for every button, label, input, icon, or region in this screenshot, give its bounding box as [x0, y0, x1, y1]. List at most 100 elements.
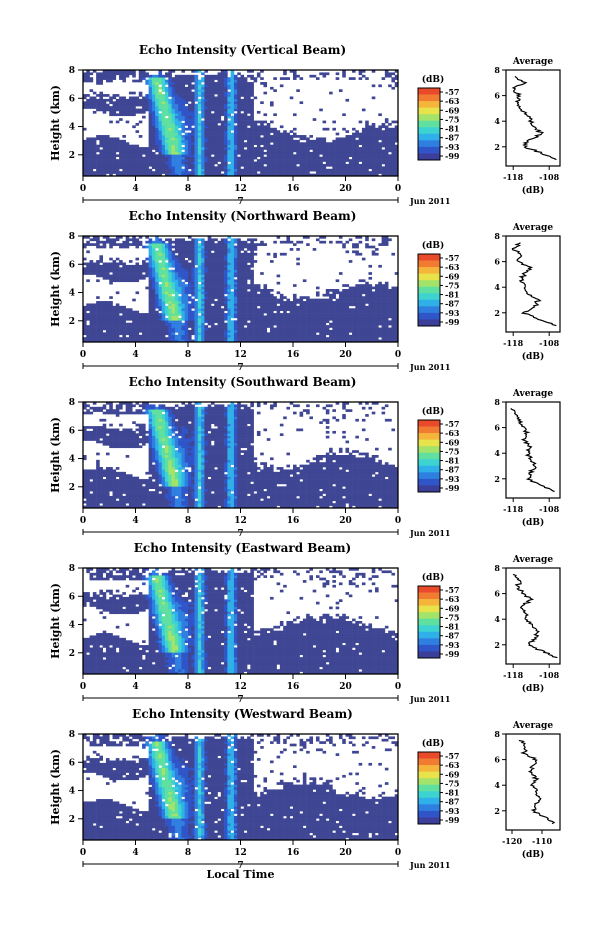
- heatmap-cell: [109, 339, 113, 343]
- heatmap-cell: [384, 70, 389, 73]
- heatmap-cell: [89, 171, 94, 174]
- heatmap-cell: [240, 137, 245, 141]
- heatmap-cell: [178, 298, 182, 302]
- heatmap-cell: [365, 168, 369, 172]
- heatmap-cell: [352, 149, 356, 153]
- heatmap-cell: [197, 106, 202, 109]
- heatmap-cell: [181, 101, 186, 105]
- heatmap-cell: [165, 337, 169, 340]
- heatmap-cell: [233, 315, 238, 319]
- heatmap-cell: [250, 137, 254, 141]
- heatmap-cell: [306, 317, 310, 321]
- heatmap-cell: [145, 96, 149, 100]
- heatmap-cell: [247, 286, 251, 290]
- heatmap-cell: [217, 91, 222, 95]
- heatmap-cell: [250, 274, 254, 278]
- heatmap-cell: [148, 262, 153, 266]
- heatmap-cell: [243, 166, 248, 170]
- heatmap-cell: [260, 147, 264, 150]
- heatmap-cell: [197, 163, 202, 167]
- heatmap-cell: [270, 168, 274, 172]
- heatmap-cell: [204, 301, 208, 304]
- heatmap-cell: [253, 284, 258, 287]
- heatmap-cell: [204, 127, 208, 131]
- heatmap-cell: [293, 135, 297, 138]
- heatmap-cell: [204, 284, 208, 287]
- heatmap-cell: [86, 317, 90, 321]
- heatmap-cell: [302, 159, 307, 162]
- heatmap-cell: [122, 274, 126, 278]
- heatmap-cell: [247, 301, 251, 304]
- heatmap-cell: [135, 310, 140, 314]
- heatmap-cell: [312, 313, 317, 316]
- heatmap-cell: [171, 156, 176, 160]
- heatmap-cell: [210, 137, 215, 141]
- heatmap-cell: [207, 337, 212, 340]
- heatmap-cell: [155, 240, 159, 244]
- heatmap-cell: [204, 257, 208, 261]
- heatmap-cell: [263, 171, 268, 174]
- heatmap-cell: [171, 262, 176, 266]
- heatmap-cell: [83, 94, 87, 97]
- heatmap-cell: [201, 296, 205, 299]
- heatmap-cell: [105, 159, 110, 162]
- heatmap-cell: [224, 291, 228, 295]
- heatmap-cell: [332, 159, 336, 162]
- heatmap-cell: [92, 171, 97, 174]
- heatmap-cell: [263, 289, 268, 292]
- heatmap-cell: [191, 267, 195, 271]
- heatmap-cell: [148, 257, 153, 261]
- heatmap-cell: [148, 101, 153, 105]
- heatmap-cell: [361, 161, 366, 165]
- heatmap-cell: [112, 337, 117, 340]
- heatmap-cell: [161, 149, 166, 153]
- heatmap-cell: [151, 144, 156, 148]
- heatmap-cell: [207, 274, 212, 278]
- heatmap-cell: [191, 108, 195, 112]
- heatmap-cell: [384, 135, 389, 138]
- heatmap-cell: [161, 315, 166, 319]
- heatmap-cell: [165, 120, 169, 124]
- heatmap-cell: [102, 303, 107, 307]
- heatmap-cell: [188, 325, 192, 328]
- heatmap-cell: [168, 82, 172, 85]
- heatmap-cell: [368, 171, 373, 174]
- heatmap-cell: [207, 159, 212, 162]
- heatmap-cell: [253, 334, 258, 338]
- heatmap-cell: [230, 70, 235, 73]
- heatmap-cell: [230, 264, 235, 268]
- heatmap-cell: [115, 257, 120, 261]
- heatmap-cell: [240, 125, 245, 129]
- heatmap-cell: [161, 94, 166, 97]
- heatmap-cell: [128, 327, 133, 331]
- heatmap-cell: [168, 154, 172, 158]
- heatmap-cell: [201, 240, 205, 244]
- heatmap-cell: [214, 245, 218, 249]
- heatmap-cell: [174, 317, 179, 321]
- heatmap-cell: [230, 98, 235, 102]
- heatmap-cell: [109, 163, 113, 167]
- heatmap-cell: [263, 317, 268, 321]
- heatmap-cell: [135, 98, 140, 102]
- heatmap-cell: [119, 260, 123, 263]
- heatmap-cell: [260, 123, 264, 126]
- heatmap-cell: [86, 144, 90, 148]
- heatmap-cell: [161, 334, 166, 338]
- heatmap-cell: [220, 240, 225, 244]
- heatmap-cell: [109, 320, 113, 324]
- heatmap-cell: [109, 139, 113, 143]
- heatmap-cell: [227, 248, 231, 251]
- heatmap-cell: [138, 320, 143, 324]
- heatmap-cell: [191, 284, 195, 287]
- heatmap-cell: [112, 327, 117, 331]
- heatmap-cell: [263, 147, 268, 150]
- heatmap-cell: [207, 243, 212, 246]
- heatmap-cell: [165, 332, 169, 336]
- heatmap-cell: [132, 110, 136, 114]
- heatmap-cell: [243, 171, 248, 174]
- heatmap-cell: [109, 151, 113, 155]
- heatmap-cell: [99, 315, 103, 319]
- heatmap-cell: [289, 142, 294, 145]
- heatmap-cell: [201, 115, 205, 119]
- heatmap-cell: [171, 272, 176, 275]
